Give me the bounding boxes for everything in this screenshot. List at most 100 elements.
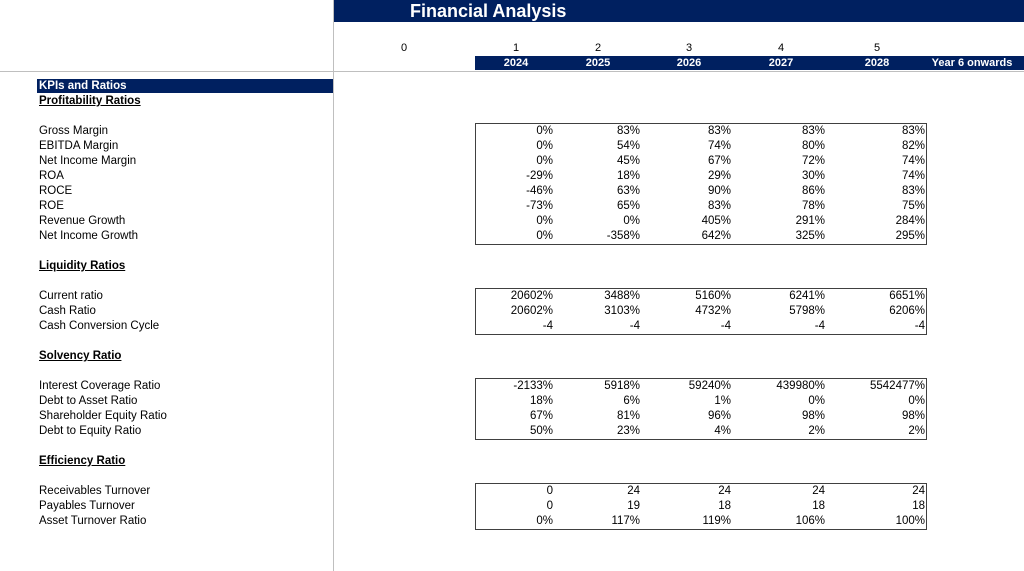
section-title: Liquidity Ratios: [39, 260, 126, 272]
table-cell[interactable]: 80%: [801, 140, 825, 152]
table-cell[interactable]: 63%: [616, 185, 640, 197]
table-cell[interactable]: 0%: [536, 155, 553, 167]
table-cell[interactable]: 6651%: [889, 290, 925, 302]
table-cell[interactable]: 0%: [536, 125, 553, 137]
table-cell[interactable]: 24: [718, 485, 731, 497]
table-cell[interactable]: 98%: [801, 410, 825, 422]
table-cell[interactable]: 82%: [901, 140, 925, 152]
table-cell[interactable]: 24: [627, 485, 640, 497]
table-cell[interactable]: 96%: [707, 410, 731, 422]
table-cell[interactable]: 439980%: [776, 380, 825, 392]
row-label: Asset Turnover Ratio: [39, 515, 147, 527]
year-header: 2027: [768, 57, 794, 69]
table-cell[interactable]: 18: [912, 500, 925, 512]
table-cell[interactable]: 29%: [707, 170, 731, 182]
table-cell[interactable]: 83%: [801, 125, 825, 137]
table-cell[interactable]: 4%: [714, 425, 731, 437]
table-cell[interactable]: 4732%: [695, 305, 731, 317]
table-cell[interactable]: 5160%: [695, 290, 731, 302]
table-cell[interactable]: 3103%: [604, 305, 640, 317]
table-cell[interactable]: 83%: [901, 125, 925, 137]
table-cell[interactable]: -46%: [526, 185, 553, 197]
table-cell[interactable]: 291%: [795, 215, 825, 227]
table-cell[interactable]: 6241%: [789, 290, 825, 302]
table-cell[interactable]: 72%: [801, 155, 825, 167]
table-cell[interactable]: 0%: [808, 395, 825, 407]
table-cell[interactable]: 20602%: [510, 290, 553, 302]
table-cell[interactable]: 18: [812, 500, 825, 512]
table-cell[interactable]: 19: [627, 500, 640, 512]
table-cell[interactable]: 65%: [616, 200, 640, 212]
table-cell[interactable]: 119%: [702, 515, 731, 527]
table-cell[interactable]: 18%: [616, 170, 640, 182]
row-label: ROA: [39, 170, 64, 182]
table-cell[interactable]: 106%: [795, 515, 825, 527]
table-cell[interactable]: 18: [718, 500, 731, 512]
table-cell[interactable]: 59240%: [688, 380, 731, 392]
table-cell[interactable]: 50%: [529, 425, 553, 437]
table-cell[interactable]: 2%: [808, 425, 825, 437]
table-cell[interactable]: 83%: [707, 200, 731, 212]
table-cell[interactable]: -4: [914, 320, 925, 332]
row-label: Debt to Equity Ratio: [39, 425, 142, 437]
table-cell[interactable]: 2%: [908, 425, 925, 437]
table-cell[interactable]: 74%: [901, 170, 925, 182]
table-cell[interactable]: -4: [542, 320, 553, 332]
row-label: EBITDA Margin: [39, 140, 119, 152]
table-cell[interactable]: 6206%: [889, 305, 925, 317]
table-cell[interactable]: 18%: [529, 395, 553, 407]
table-cell[interactable]: 74%: [901, 155, 925, 167]
table-cell[interactable]: 23%: [616, 425, 640, 437]
section-title: Efficiency Ratio: [39, 455, 126, 467]
table-cell[interactable]: -4: [720, 320, 731, 332]
table-cell[interactable]: 0: [546, 485, 553, 497]
year-header: 2025: [585, 57, 611, 69]
table-cell[interactable]: -4: [814, 320, 825, 332]
table-cell[interactable]: 5542477%: [870, 380, 925, 392]
row-label: Cash Ratio: [39, 305, 96, 317]
table-cell[interactable]: 86%: [801, 185, 825, 197]
table-cell[interactable]: 295%: [895, 230, 925, 242]
table-cell[interactable]: 0%: [536, 140, 553, 152]
table-cell[interactable]: 74%: [707, 140, 731, 152]
table-cell[interactable]: 83%: [707, 125, 731, 137]
table-cell[interactable]: 81%: [616, 410, 640, 422]
table-cell[interactable]: 0%: [536, 230, 553, 242]
table-cell[interactable]: 405%: [701, 215, 731, 227]
table-cell[interactable]: 67%: [707, 155, 731, 167]
table-cell[interactable]: 5798%: [789, 305, 825, 317]
table-cell[interactable]: 83%: [901, 185, 925, 197]
table-cell[interactable]: 6%: [623, 395, 640, 407]
table-cell[interactable]: 0: [546, 500, 553, 512]
table-cell[interactable]: 45%: [616, 155, 640, 167]
table-cell[interactable]: 117%: [611, 515, 640, 527]
table-cell[interactable]: 100%: [895, 515, 925, 527]
table-cell[interactable]: -73%: [526, 200, 553, 212]
table-cell[interactable]: 54%: [616, 140, 640, 152]
table-cell[interactable]: 67%: [529, 410, 553, 422]
table-cell[interactable]: 90%: [707, 185, 731, 197]
table-cell[interactable]: 284%: [895, 215, 925, 227]
table-cell[interactable]: 3488%: [604, 290, 640, 302]
table-cell[interactable]: 20602%: [510, 305, 553, 317]
table-cell[interactable]: 83%: [616, 125, 640, 137]
table-cell[interactable]: 5918%: [604, 380, 640, 392]
row-label: Debt to Asset Ratio: [39, 395, 138, 407]
table-cell[interactable]: 78%: [801, 200, 825, 212]
table-cell[interactable]: 325%: [795, 230, 825, 242]
table-cell[interactable]: 24: [912, 485, 925, 497]
table-cell[interactable]: 0%: [536, 515, 553, 527]
table-cell[interactable]: -29%: [526, 170, 553, 182]
table-cell[interactable]: -358%: [606, 230, 640, 242]
table-cell[interactable]: 642%: [701, 230, 731, 242]
table-cell[interactable]: 30%: [801, 170, 825, 182]
table-cell[interactable]: -4: [629, 320, 640, 332]
table-cell[interactable]: 75%: [901, 200, 925, 212]
table-cell[interactable]: 98%: [901, 410, 925, 422]
table-cell[interactable]: 24: [812, 485, 825, 497]
table-cell[interactable]: 0%: [536, 215, 553, 227]
table-cell[interactable]: 0%: [908, 395, 925, 407]
table-cell[interactable]: 0%: [623, 215, 640, 227]
table-cell[interactable]: 1%: [714, 395, 731, 407]
table-cell[interactable]: -2133%: [513, 380, 553, 392]
